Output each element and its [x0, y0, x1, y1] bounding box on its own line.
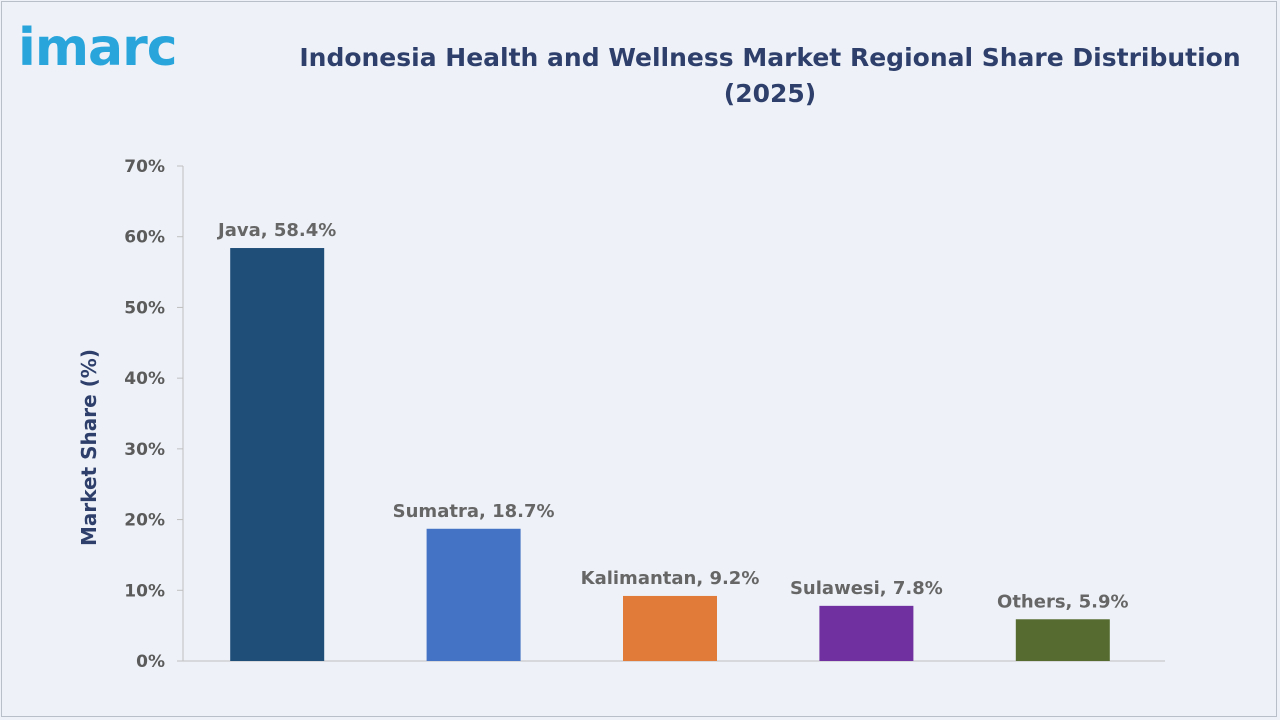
chart-subtitle: (2025) [723, 79, 817, 108]
y-tick-label: 70% [124, 157, 165, 177]
chart-title-block: Indonesia Health and Wellness Market Reg… [270, 40, 1270, 112]
chart-title: Indonesia Health and Wellness Market Reg… [299, 43, 1241, 72]
y-tick-label: 30% [124, 440, 165, 460]
bar-kalimantan [623, 595, 717, 661]
data-label-sumatra: Sumatra, 18.7% [393, 501, 555, 522]
y-tick-label: 50% [124, 298, 165, 318]
bar-java [230, 248, 325, 661]
y-tick-label: 40% [124, 369, 165, 389]
data-label-java: Java, 58.4% [216, 220, 336, 241]
data-label-kalimantan: Kalimantan, 9.2% [581, 568, 760, 589]
y-tick-label: 10% [124, 581, 165, 601]
imarc-logo: imarc [18, 18, 178, 78]
bar-sumatra [426, 528, 521, 661]
y-tick-label: 20% [124, 511, 165, 531]
y-tick-label: 60% [124, 228, 165, 248]
y-axis-title: Market Share (%) [77, 349, 101, 546]
data-label-sulawesi: Sulawesi, 7.8% [790, 578, 943, 599]
bar-sulawesi [819, 605, 914, 661]
y-tick-label: 0% [136, 652, 165, 672]
bar-others [1015, 619, 1110, 661]
data-label-others: Others, 5.9% [997, 591, 1129, 612]
